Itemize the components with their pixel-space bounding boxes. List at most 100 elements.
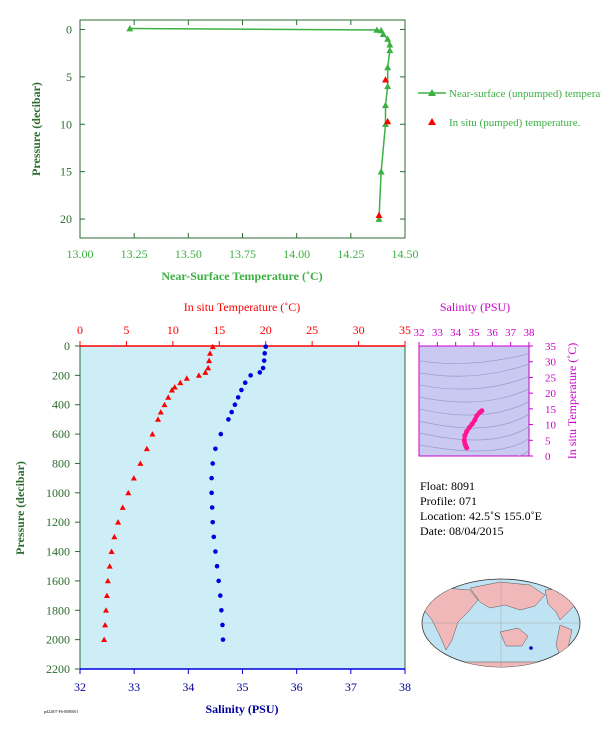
top-x-tick-label: 14.00	[283, 247, 310, 261]
salinity-tick-label: 38	[399, 680, 411, 694]
salinity-point	[213, 446, 218, 452]
temperature-point	[103, 607, 109, 613]
unpumped-temperature-point	[375, 215, 383, 222]
temperature-tick-label: 5	[123, 323, 129, 337]
salinity-point	[210, 461, 216, 466]
density-contour-line	[419, 376, 529, 390]
temperature-ticks: 0 5 10 15 20 25 30 35	[77, 323, 411, 346]
salinity-ticks: 32 33 34 35 36 37 38	[74, 669, 411, 694]
pressure-tick-label: 200	[52, 368, 70, 382]
salinity-tick-label: 32	[74, 680, 86, 694]
top-y-ticks: 0 5 10 15 20	[60, 22, 405, 226]
unpumped-temperature-point	[373, 26, 381, 33]
ts-point	[464, 428, 470, 434]
map-continent-asia	[469, 581, 546, 611]
ts-point	[469, 421, 475, 427]
ts-x-tick-label: 37	[505, 327, 517, 339]
salinity-point	[229, 409, 234, 415]
temperature-point	[108, 548, 115, 554]
pumped-temperature-point	[384, 117, 392, 125]
salinity-point	[209, 475, 214, 481]
top-x-tick-label: 13.25	[121, 247, 148, 261]
salinity-tick-label: 33	[128, 680, 140, 694]
density-contour-line	[419, 363, 529, 377]
map-continent-africa-europe	[423, 587, 479, 651]
ts-y-axis-label: In situ Temperature (˚C)	[565, 343, 579, 460]
temperature-point	[137, 460, 144, 466]
temperature-point	[102, 621, 109, 628]
pressure-tick-label: 2000	[46, 633, 70, 647]
unpumped-temperature-point	[379, 30, 387, 38]
top-x-tick-label: 13.00	[67, 247, 94, 261]
salinity-point	[248, 373, 253, 378]
near-surface-temperature-chart: 13.00 13.25 13.50 13.75 14.00 14.25 14.50 0 5 10…	[29, 19, 601, 283]
unpumped-temperature-point	[384, 82, 392, 90]
salinity-axis-label: Salinity (PSU)	[205, 702, 278, 716]
ts-x-tick-label: 33	[432, 327, 444, 339]
top-x-tick-label: 13.50	[175, 247, 202, 261]
salinity-point	[209, 490, 214, 496]
top-series-marks	[126, 25, 394, 222]
temperature-point	[168, 387, 175, 393]
unpumped-temperature-point	[386, 41, 394, 48]
unpumped-temperature-point	[382, 101, 389, 109]
ts-x-tick-label: 34	[450, 327, 462, 339]
salinity-point	[242, 380, 248, 386]
top-y-tick-label: 15	[60, 165, 72, 179]
top-x-tick-label: 14.50	[392, 247, 419, 261]
top-plot-frame	[79, 19, 406, 239]
temperature-tick-label: 35	[399, 323, 411, 337]
top-y-tick-label: 5	[66, 70, 72, 84]
ts-x-ticks: 32 33 34 35 36 37 38	[414, 327, 535, 346]
salinity-tick-label: 34	[182, 680, 194, 694]
temperature-point	[115, 519, 122, 525]
legend-marker-pumped	[428, 118, 436, 125]
salinity-point	[219, 607, 224, 613]
salinity-tick-label: 37	[345, 680, 357, 694]
salinity-point	[220, 637, 226, 642]
ts-y-tick-label: 25	[545, 372, 557, 384]
density-contour-line	[419, 400, 529, 416]
world-map	[421, 578, 581, 668]
ts-y-tick-label: 35	[545, 341, 557, 353]
density-contours	[419, 353, 529, 456]
ts-points	[461, 408, 485, 451]
salinity-point	[209, 505, 215, 510]
ts-y-tick-label: 30	[545, 357, 557, 369]
float-info: Float: 8091 Profile: 071 Location: 42.5˚…	[420, 479, 542, 538]
temperature-tick-label: 10	[167, 323, 179, 337]
salinity-point	[257, 370, 263, 375]
unpumped-temperature-point	[377, 168, 385, 175]
density-contour-line	[419, 426, 529, 441]
top-x-ticks: 13.00 13.25 13.50 13.75 14.00 14.25 14.50	[67, 20, 419, 261]
temperature-point	[165, 394, 172, 400]
float-id: Float: 8091	[420, 479, 475, 493]
top-y-tick-label: 10	[60, 117, 72, 131]
temperature-point	[195, 372, 202, 378]
top-y-tick-label: 0	[66, 22, 72, 36]
top-x-tick-label: 14.25	[337, 247, 364, 261]
temperature-point	[125, 489, 132, 496]
salinity-point	[235, 395, 241, 400]
legend-label-unpumped: Near-surface (unpumped) temperature.	[449, 88, 601, 100]
temperature-point	[130, 475, 137, 481]
map-graticule	[422, 579, 580, 667]
salinity-point	[214, 563, 220, 569]
map-continent-australia	[499, 627, 529, 647]
ts-y-tick-label: 15	[545, 404, 557, 416]
ts-x-tick-label: 35	[469, 327, 481, 339]
ts-point	[461, 437, 467, 443]
unpumped-temperature-point	[126, 25, 134, 32]
salinity-point	[262, 351, 268, 356]
ts-y-tick-label: 10	[545, 420, 557, 432]
salinity-point	[216, 578, 221, 584]
profile-number: Profile: 071	[420, 494, 477, 508]
ts-y-tick-label: 20	[545, 388, 557, 400]
salinity-point	[226, 417, 231, 422]
ts-x-axis-label: Salinity (PSU)	[440, 300, 510, 314]
temperature-point	[143, 445, 150, 452]
salinity-tick-label: 36	[291, 680, 303, 694]
temperature-tick-label: 20	[260, 323, 272, 337]
density-contour-line	[419, 438, 529, 452]
